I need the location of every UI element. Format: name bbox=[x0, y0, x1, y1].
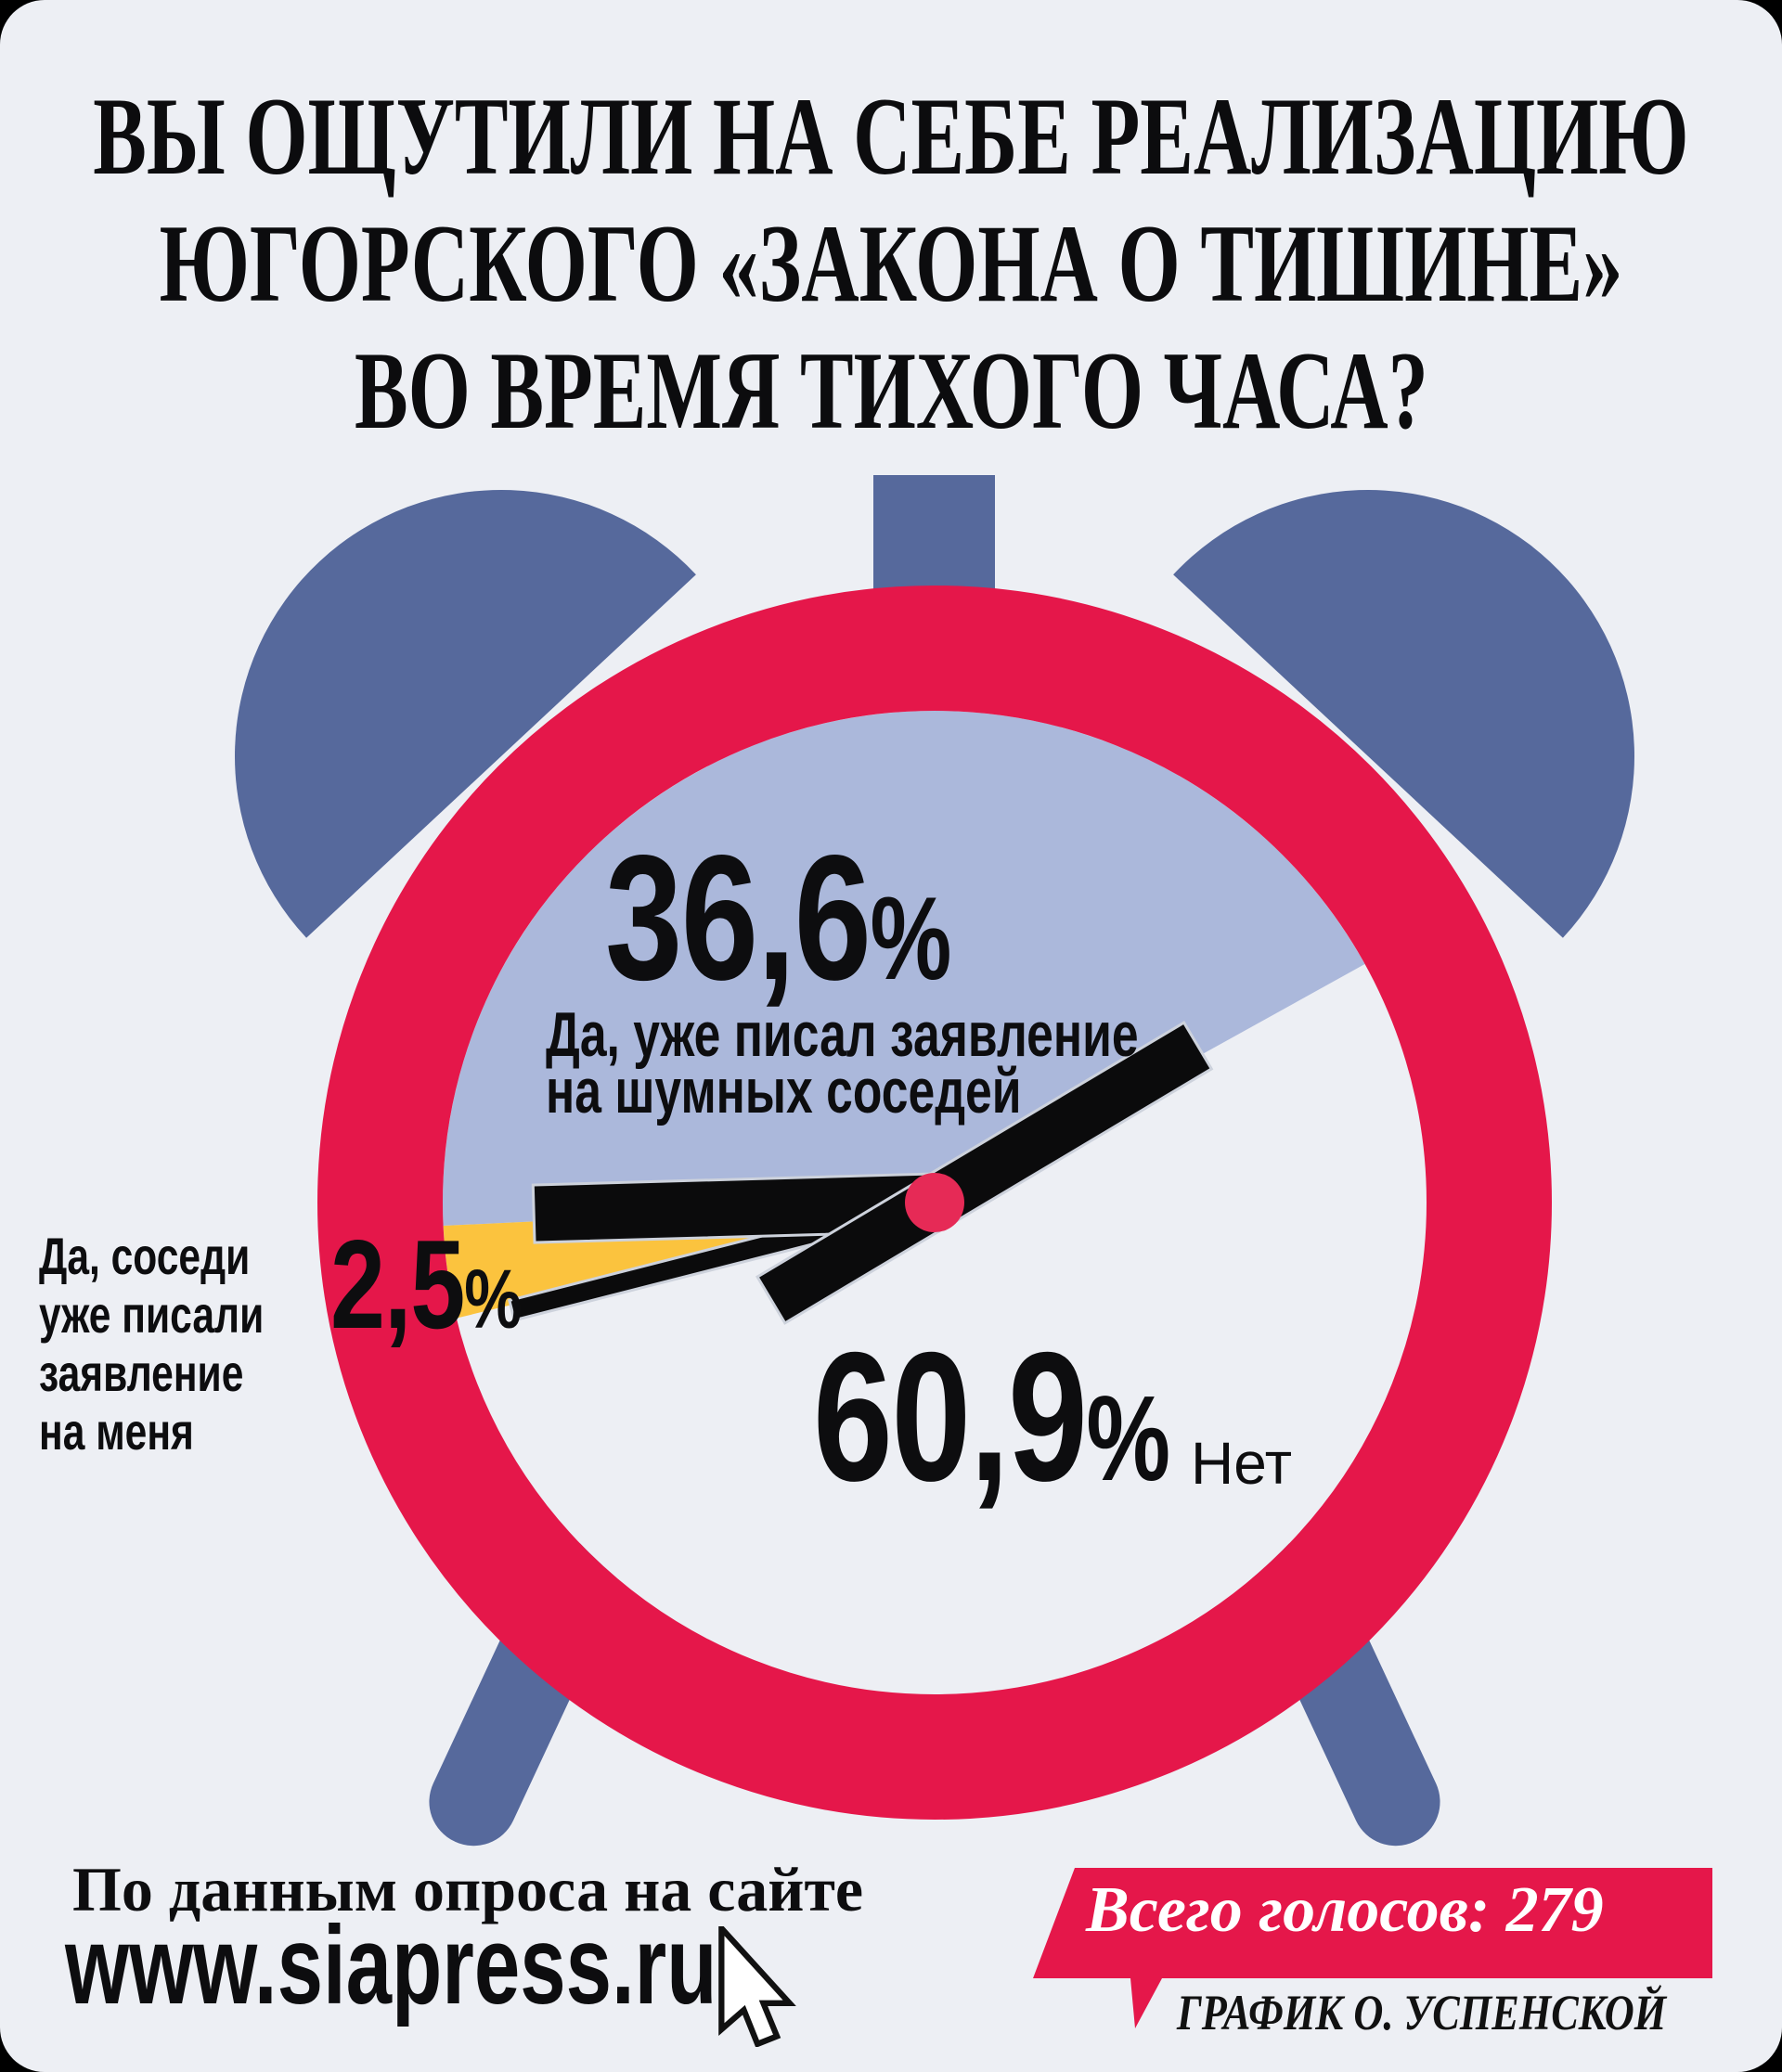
slice-value-36-6: 36,6% bbox=[605, 829, 951, 1007]
votes-banner-bubble bbox=[1033, 1868, 1712, 2028]
slice-label-yes-i-reported-line1: Да, уже писал заявление bbox=[546, 999, 1139, 1070]
slice-label-yes-i-reported: Да, уже писал заявление на шумных соседе… bbox=[546, 999, 1139, 1126]
slice-label-neighbors-line3: заявление bbox=[39, 1344, 244, 1402]
slice-label-neighbors-line1: Да, соседи bbox=[39, 1227, 251, 1285]
total-votes-label: Всего голосов: 279 bbox=[1086, 1874, 1604, 1946]
source-intro-text: По данным опроса на сайте bbox=[72, 1854, 864, 1924]
clock-minute-hand bbox=[755, 1021, 1214, 1325]
page-title: ВЫ ОЩУТИЛИ НА СЕБЕ РЕАЛИЗАЦИЮ ЮГОРСКОГО … bbox=[0, 72, 1782, 454]
slice-label-neighbors-line4: на меня bbox=[39, 1402, 194, 1461]
slice-value-36-6-number: 36,6 bbox=[605, 817, 872, 1017]
slice-value-60-9-number: 60,9 bbox=[813, 1314, 1088, 1519]
title-line-1: ВЫ ОЩУТИЛИ НА СЕБЕ РЕАЛИЗАЦИЮ bbox=[93, 74, 1689, 198]
slice-label-neighbors-reported-me: Да, соседи уже писали заявление на меня bbox=[39, 1227, 264, 1461]
slice-label-yes-i-reported-line2: на шумных соседей bbox=[546, 1056, 1022, 1126]
slice-value-36-6-percent-sign: % bbox=[870, 872, 951, 1004]
title-line-2: ЮГОРСКОГО «ЗАКОНА О ТИШИНЕ» bbox=[159, 201, 1623, 325]
slice-value-60-9-percent-sign: % bbox=[1086, 1371, 1170, 1506]
slice-label-no: Нет bbox=[1191, 1430, 1292, 1497]
clock-right-bell bbox=[1173, 490, 1634, 938]
slice-value-2-5-number: 2,5 bbox=[330, 1214, 465, 1355]
credit-label: ГРАФИК О. УСПЕНСКОЙ bbox=[1177, 1985, 1667, 2040]
clock-ring bbox=[317, 586, 1552, 1820]
slice-label-neighbors-line2: уже писали bbox=[39, 1285, 265, 1344]
cursor-icon bbox=[718, 1926, 796, 2047]
pie-slice-yes-i-reported bbox=[443, 711, 1365, 1226]
clock-left-bell bbox=[235, 490, 696, 938]
slice-value-2-5: 2,5% bbox=[330, 1221, 523, 1347]
clock-center-pin bbox=[905, 1173, 964, 1232]
slice-value-60-9: 60,9% bbox=[813, 1325, 1170, 1509]
source-url-link[interactable]: www.siapress.ru bbox=[65, 1903, 717, 2027]
title-line-3: ВО ВРЕМЯ ТИХОГО ЧАСА? bbox=[354, 328, 1428, 452]
slice-value-2-5-percent-sign: % bbox=[464, 1254, 522, 1346]
